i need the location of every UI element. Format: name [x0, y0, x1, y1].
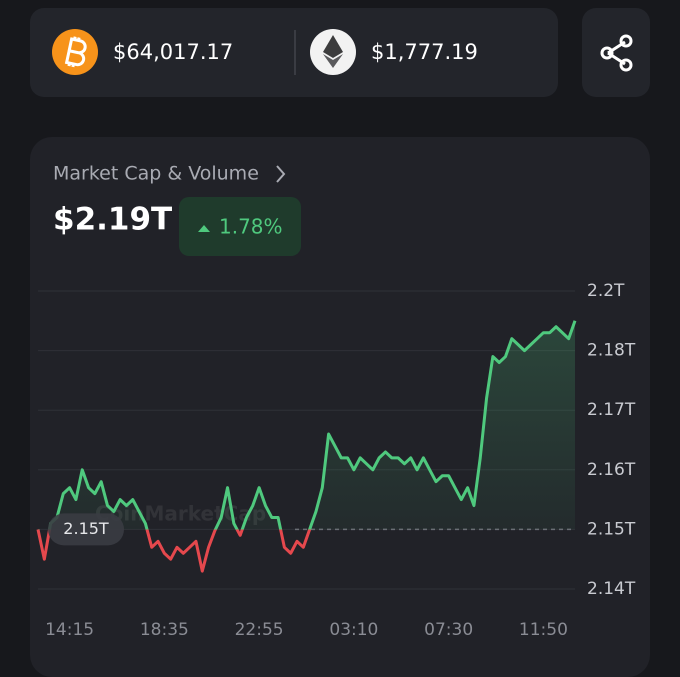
x-tick-label: 14:15: [45, 620, 94, 640]
x-tick-label: 03:10: [329, 620, 378, 640]
y-tick-label: 2.17T: [587, 400, 636, 420]
market-cap: $2.19T: [53, 202, 172, 238]
change-badge: [179, 197, 301, 256]
line: [36, 320, 577, 573]
chevron[interactable]: [276, 165, 286, 183]
share-icon[interactable]: [600, 34, 633, 72]
x-tick-label: 11:50: [519, 620, 568, 640]
share-button[interactable]: [582, 8, 650, 97]
baseline-pill: [48, 513, 124, 546]
x-tick-label: 07:30: [424, 620, 473, 640]
chart: $64,017.17 $1,777.19 Market Cap & Volume…: [36, 29, 636, 640]
x-tick-label: 22:55: [235, 620, 284, 640]
btc-price: $64,017.17: [113, 40, 233, 64]
section-title[interactable]: Market Cap & Volume: [53, 163, 259, 185]
eth-glyph: [323, 54, 343, 68]
y-tick-label: 2.18T: [587, 341, 636, 361]
y-tick-label: 2.14T: [587, 579, 636, 599]
eth-price: $1,777.19: [371, 40, 478, 64]
baseline-label: 2.15T: [63, 519, 109, 538]
y-tick-label: 2.2T: [587, 281, 625, 301]
btc-glyph: [64, 36, 87, 68]
eth-glyph: [323, 35, 343, 58]
change: 1.78%: [219, 215, 283, 239]
y-tick-label: 2.15T: [587, 519, 636, 539]
y-tick-label: 2.16T: [587, 460, 636, 480]
x-tick-label: 18:35: [140, 620, 189, 640]
up-arrow: [198, 225, 210, 232]
page: $64,017.17 $1,777.19 Market Cap & Volume…: [30, 8, 650, 677]
